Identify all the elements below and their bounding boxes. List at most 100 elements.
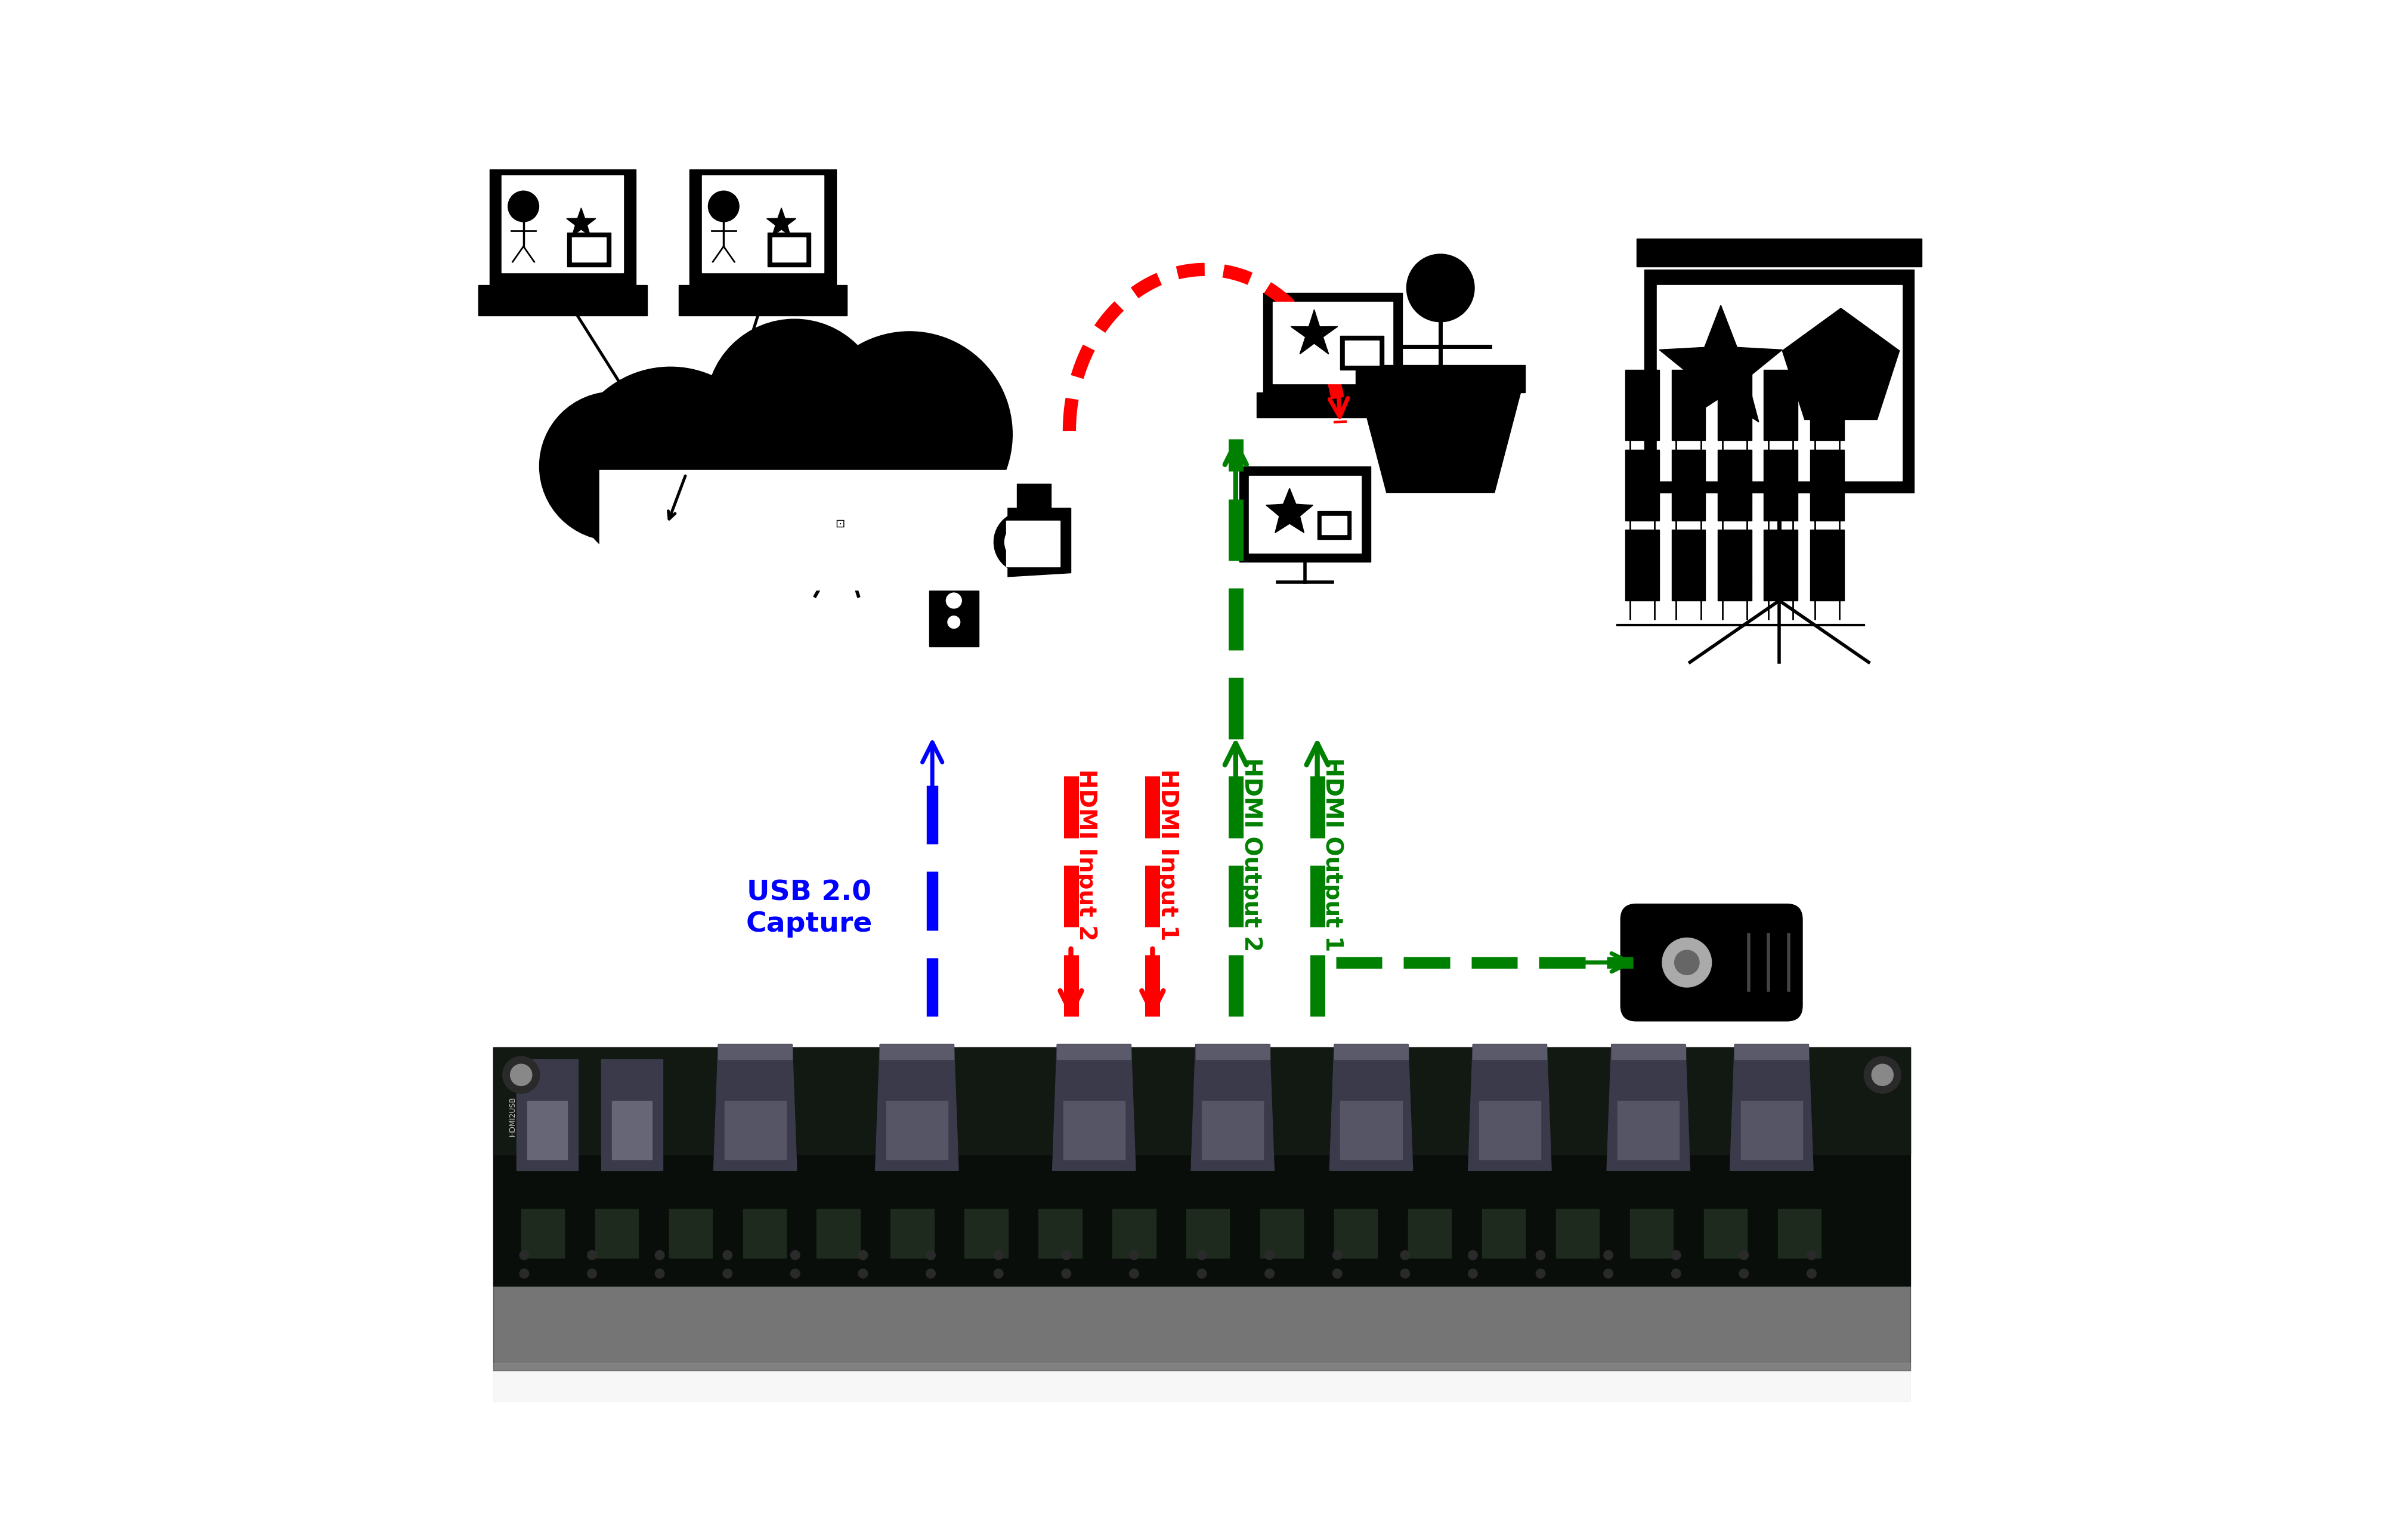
Circle shape bbox=[709, 191, 738, 222]
Bar bbox=[526, 1101, 567, 1160]
Bar bbox=[791, 485, 889, 562]
Polygon shape bbox=[1192, 1044, 1274, 1170]
Circle shape bbox=[1740, 1250, 1747, 1260]
Bar bbox=[1202, 1101, 1264, 1160]
Circle shape bbox=[1401, 1269, 1408, 1278]
Bar bbox=[521, 1209, 565, 1258]
Circle shape bbox=[502, 1056, 541, 1093]
Bar bbox=[567, 233, 610, 266]
Bar bbox=[767, 233, 810, 266]
Bar bbox=[1617, 1101, 1680, 1160]
Circle shape bbox=[1129, 1250, 1139, 1260]
Bar bbox=[690, 169, 836, 285]
Bar bbox=[1629, 1209, 1672, 1258]
Bar bbox=[1670, 419, 1706, 440]
Bar bbox=[1194, 1044, 1269, 1060]
Bar bbox=[1624, 419, 1658, 440]
Text: HDMI Output 1: HDMI Output 1 bbox=[1322, 758, 1343, 952]
Polygon shape bbox=[1608, 1044, 1689, 1170]
Bar bbox=[1778, 1209, 1821, 1258]
Bar bbox=[1624, 579, 1658, 601]
Bar bbox=[1271, 302, 1391, 383]
Bar bbox=[1259, 1209, 1302, 1258]
Bar bbox=[490, 169, 637, 285]
Bar bbox=[1113, 1209, 1156, 1258]
Bar bbox=[517, 1060, 579, 1170]
Bar bbox=[1057, 1044, 1132, 1060]
Circle shape bbox=[1536, 1269, 1545, 1278]
Polygon shape bbox=[1360, 393, 1521, 493]
Bar bbox=[1408, 1209, 1451, 1258]
Bar bbox=[1809, 419, 1843, 440]
Circle shape bbox=[538, 391, 687, 541]
Bar bbox=[1740, 1101, 1802, 1160]
Circle shape bbox=[858, 1269, 867, 1278]
Bar bbox=[1636, 239, 1922, 266]
Circle shape bbox=[925, 1250, 935, 1260]
Bar bbox=[493, 1047, 1910, 1286]
Text: HDMI Input 1: HDMI Input 1 bbox=[1156, 768, 1180, 941]
Polygon shape bbox=[1329, 1044, 1413, 1170]
Bar bbox=[668, 1209, 711, 1258]
Circle shape bbox=[1670, 1269, 1680, 1278]
Circle shape bbox=[791, 1250, 800, 1260]
Bar bbox=[1322, 516, 1346, 534]
Circle shape bbox=[714, 422, 875, 581]
Circle shape bbox=[1406, 254, 1473, 322]
Bar bbox=[702, 176, 824, 273]
Bar bbox=[1624, 499, 1658, 521]
Bar bbox=[1644, 270, 1913, 493]
FancyBboxPatch shape bbox=[1620, 904, 1802, 1021]
Bar bbox=[1764, 370, 1797, 419]
Bar bbox=[572, 237, 606, 262]
Polygon shape bbox=[1468, 1044, 1550, 1170]
Bar bbox=[493, 1047, 1910, 1155]
Bar bbox=[596, 1209, 639, 1258]
Circle shape bbox=[1331, 1269, 1341, 1278]
Bar bbox=[817, 1209, 860, 1258]
Circle shape bbox=[995, 1250, 1002, 1260]
Bar bbox=[517, 1060, 579, 1170]
Text: HDMI Output 2: HDMI Output 2 bbox=[1240, 758, 1262, 952]
Circle shape bbox=[1670, 1250, 1680, 1260]
Circle shape bbox=[507, 191, 538, 222]
Bar bbox=[1610, 1044, 1685, 1060]
Polygon shape bbox=[714, 1044, 795, 1170]
Circle shape bbox=[1862, 1056, 1901, 1093]
Bar bbox=[1038, 1209, 1081, 1258]
Circle shape bbox=[995, 511, 1055, 573]
Polygon shape bbox=[1658, 305, 1783, 422]
Bar bbox=[1809, 499, 1843, 521]
Bar bbox=[1624, 450, 1658, 499]
Bar bbox=[1007, 521, 1060, 567]
Bar bbox=[478, 285, 646, 316]
Circle shape bbox=[1401, 1250, 1408, 1260]
Bar bbox=[1764, 499, 1797, 521]
Bar bbox=[937, 544, 971, 559]
Bar bbox=[1764, 530, 1797, 579]
Circle shape bbox=[807, 331, 1012, 537]
Bar bbox=[1718, 579, 1752, 601]
Bar bbox=[1718, 370, 1752, 419]
Polygon shape bbox=[875, 1044, 959, 1170]
Bar bbox=[879, 1044, 954, 1060]
Circle shape bbox=[1264, 1250, 1274, 1260]
Polygon shape bbox=[995, 508, 1072, 578]
Circle shape bbox=[656, 1250, 663, 1260]
Bar bbox=[1718, 419, 1752, 440]
Bar bbox=[1656, 285, 1901, 480]
Bar bbox=[1341, 336, 1384, 370]
Circle shape bbox=[1807, 1250, 1817, 1260]
Circle shape bbox=[1197, 1250, 1206, 1260]
Circle shape bbox=[656, 1269, 663, 1278]
Bar bbox=[1718, 450, 1752, 499]
Circle shape bbox=[723, 1269, 733, 1278]
Bar bbox=[601, 1060, 663, 1170]
Text: HDMI Input 2: HDMI Input 2 bbox=[1074, 768, 1098, 941]
Bar bbox=[937, 571, 971, 587]
Bar bbox=[613, 1101, 651, 1160]
Bar bbox=[1809, 450, 1843, 499]
Bar bbox=[1187, 1209, 1230, 1258]
Bar bbox=[930, 508, 978, 647]
Polygon shape bbox=[1783, 308, 1898, 419]
